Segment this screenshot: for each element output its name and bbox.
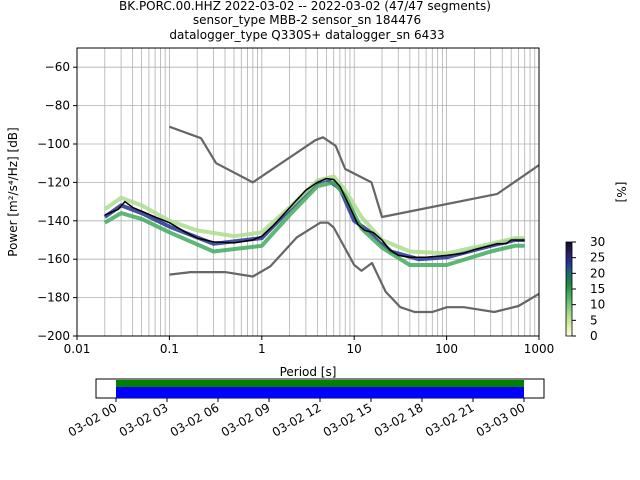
title-line-2: sensor_type MBB-2 sensor_sn 184476 [193,13,421,27]
x-axis-label: Period [s] [280,365,337,379]
colorbar-gradient [565,241,573,337]
psd-series [104,125,540,314]
y-tick-label: −160 [37,252,70,266]
timeline-available-bar [116,380,524,387]
title-line-1: BK.PORC.00.HHZ 2022-03-02 -- 2022-03-02 … [119,0,491,13]
reference-high-line [169,125,540,219]
reference-low-line [169,221,540,314]
timeline-tick-label: 03-02 03 [117,400,171,439]
colorbar-tick-label: 25 [590,251,605,265]
title-line-3: datalogger_type Q330S+ datalogger_sn 643… [169,28,444,42]
timeline-tick-label: 03-02 15 [321,400,375,439]
mode-line [104,177,525,259]
y-tick-label: −180 [37,291,70,305]
y-tick-label: −100 [37,137,70,151]
colorbar-tick-label: 20 [590,266,605,280]
x-tick-label: 1 [258,342,266,356]
timeline-used-bar [116,387,524,398]
colorbar-tick-label: 30 [590,235,605,249]
density-band [103,180,525,267]
timeline-tick-label: 03-02 12 [270,400,324,439]
x-tick-label: 0.01 [64,342,91,356]
timeline-tick-label: 03-02 06 [168,400,222,439]
x-tick-label: 1000 [524,342,555,356]
timeline-tick-label: 03-03 00 [474,400,528,439]
x-tick-label: 0.1 [160,342,179,356]
timeline-tick-label: 03-02 00 [66,400,120,439]
y-tick-label: −80 [45,99,70,113]
y-tick-label: −120 [37,175,70,189]
timeline-tick-label: 03-02 21 [423,400,477,439]
y-tick-label: −60 [45,60,70,74]
colorbar-tick-label: 10 [590,298,605,312]
colorbar-tick-label: 0 [590,329,598,343]
timeline-tick-label: 03-02 09 [219,400,273,439]
y-tick-label: −200 [37,329,70,343]
axis-ticks: 0.01 0.1 1 10 100 1000 −60 −80 −100 −120 −140 −160 −… [37,60,554,356]
x-tick-label: 10 [347,342,362,356]
colorbar-tick-label: 5 [590,313,598,327]
psd-plot: 0.01 0.1 1 10 100 1000 −60 −80 −100 −120 −140 −160 −… [6,47,554,379]
y-tick-label: −140 [37,214,70,228]
timeline-tick-label: 03-02 18 [372,400,426,439]
colorbar-tick-label: 15 [590,282,605,296]
colorbar-label: [%] [614,182,628,203]
grid [76,48,539,337]
plot-frame [76,47,540,337]
y-axis-label: Power [m²/s⁴/Hz] [dB] [6,127,20,256]
x-tick-label: 100 [435,342,458,356]
